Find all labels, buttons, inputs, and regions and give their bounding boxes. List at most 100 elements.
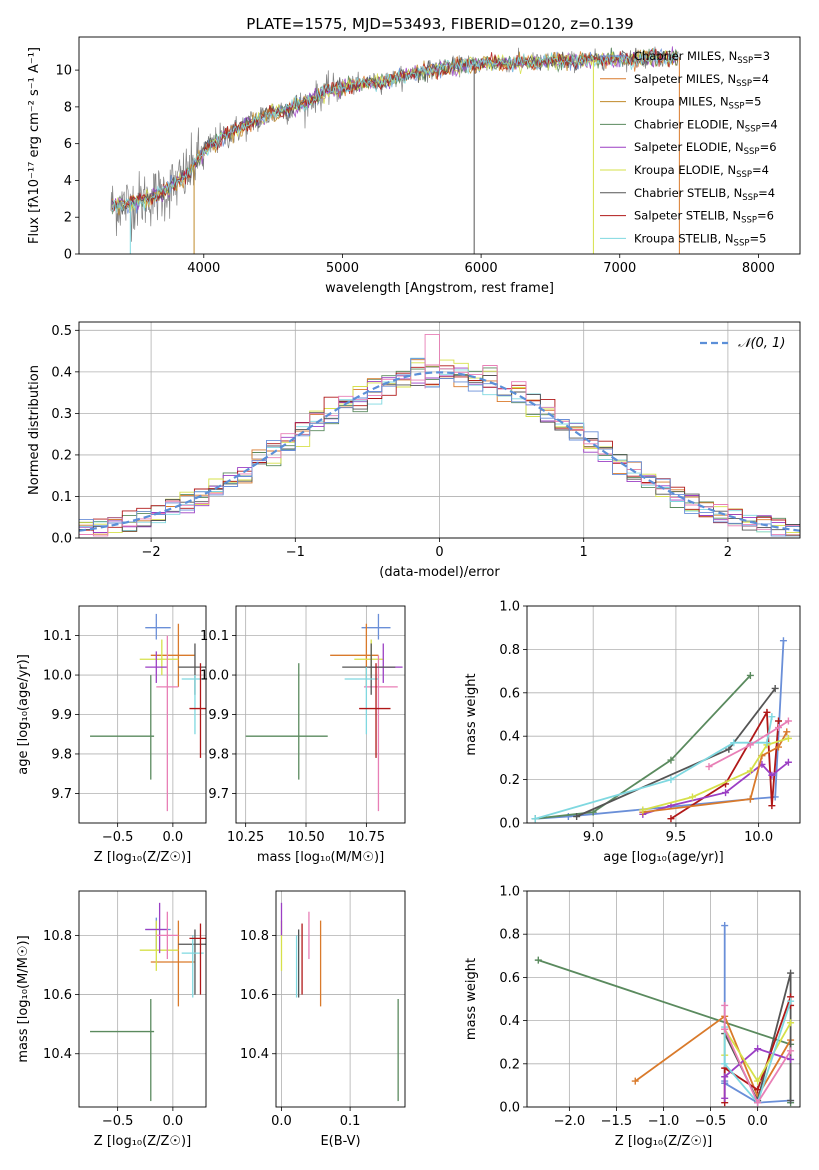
spectrum-legend: Chabrier MILES, NSSP=3 Salpeter MILES, NS… [600, 49, 778, 248]
y-tick-label: 0.2 [51, 448, 72, 463]
age_vs_mass-plot [245, 613, 403, 812]
series-point-marker [730, 739, 738, 747]
x-tick-label: −1.5 [601, 1114, 633, 1129]
y-axis-label: mass [log₁₀(M/M☉)] [16, 935, 31, 1062]
x-axis-label: mass [log₁₀(M/M☉)] [257, 850, 384, 865]
x-tick-label: 10.25 [227, 830, 264, 845]
series-point-marker [667, 815, 675, 823]
series-point-marker [631, 1077, 639, 1085]
x-tick-label: 9.5 [666, 830, 687, 845]
y-tick-label: 0.2 [499, 773, 520, 788]
model-spectrum-kroupa_elodie [112, 50, 679, 213]
legend-label: Salpeter STELIB, NSSP=6 [634, 209, 774, 226]
legend-tail: =4 [752, 72, 769, 86]
y-axis-label: Flux [fλ10⁻¹⁷ erg cm⁻² s⁻¹ A⁻¹] [27, 47, 42, 244]
series-point-marker [774, 717, 782, 725]
x-tick-label: 7000 [603, 261, 636, 276]
series-point-marker [722, 789, 730, 797]
axes-frame [78, 605, 207, 824]
series-point-marker [531, 815, 539, 823]
y-tick-label: 10.1 [200, 629, 229, 644]
series-point-marker [779, 637, 787, 645]
legend-subscript: SSP [736, 170, 752, 180]
y-tick-label: 9.7 [208, 787, 229, 802]
residual_hist-plot [79, 334, 800, 537]
y-tick-label: 0.4 [499, 1014, 520, 1029]
legend-label: 𝒩(0, 1) [738, 336, 785, 351]
y-tick-label: 0.0 [51, 532, 72, 547]
series-point-marker [768, 713, 776, 721]
series-point-marker [725, 745, 733, 753]
hist-peak-bin [424, 334, 440, 389]
y-tick-label: 0.5 [51, 324, 72, 339]
model-spectrum-kroupa_stelib [111, 47, 679, 214]
x-tick-label: −2 [142, 545, 161, 560]
y-axis-label: mass weight [464, 673, 479, 755]
y-tick-label: 1.0 [499, 600, 520, 615]
series-point-marker [754, 1045, 762, 1053]
y-tick-label: 9.7 [51, 787, 72, 802]
series-line-salpeter_miles [642, 731, 788, 813]
series-point-marker [705, 763, 713, 771]
series-line-pink [708, 720, 789, 768]
y-tick-label: 10.8 [43, 929, 72, 944]
legend-label: Chabrier STELIB, NSSP=4 [634, 186, 775, 203]
axes-frame [235, 605, 406, 824]
series-point-marker [746, 671, 754, 679]
x-tick-label: 0.1 [340, 1114, 361, 1129]
x-axis-label: Z [log₁₀(Z/Z☉)] [615, 1134, 712, 1149]
figure-title: PLATE=1575, MJD=53493, FIBERID=0120, z=0… [246, 15, 633, 33]
legend-tail: =3 [753, 49, 770, 63]
x-tick-label: 0 [435, 545, 443, 560]
massweight_vs_age-axes: 9.0 9.5 10.0 0.0 0.2 0.4 0.6 0.8 1.0 age [log₁₀(a… [464, 600, 801, 865]
y-axis-label: Normed distribution [27, 365, 42, 495]
series-line-pink [723, 1005, 792, 1105]
series-point-marker [639, 806, 647, 814]
x-tick-label: 2 [724, 545, 732, 560]
y-tick-label: 0.4 [499, 730, 520, 745]
series-point-marker [784, 734, 792, 742]
legend-label: Salpeter ELODIE, NSSP=6 [634, 140, 777, 157]
series-point-marker [763, 708, 771, 716]
series-point-marker [768, 802, 776, 810]
legend-tail: =6 [760, 140, 777, 154]
y-tick-label: 9.9 [51, 708, 72, 723]
series-point-marker [754, 1099, 762, 1107]
legend-subscript: SSP [737, 56, 753, 66]
y-tick-label: 0.8 [499, 643, 520, 658]
series-line-chabrier_elodie [535, 674, 752, 820]
series-line-kroupa_stelib [535, 716, 773, 820]
series-point-marker [721, 922, 729, 930]
y-tick-label: 0.2 [499, 1057, 520, 1072]
axes-frame [275, 890, 406, 1108]
series-point-marker [787, 997, 795, 1005]
series-point-marker [783, 728, 791, 736]
y-tick-label: 10.4 [240, 1047, 269, 1062]
mass_vs_Z-axes: −0.5 0.0 10.4 10.6 10.8 Z [log₁₀(Z/Z☉)] mass [… [16, 890, 207, 1149]
x-tick-label: 0.0 [271, 1114, 292, 1129]
normal-curve [79, 371, 800, 532]
legend-label: Kroupa ELODIE, NSSP=4 [634, 163, 769, 180]
y-axis-label: age [log₁₀(age/yr)] [16, 654, 31, 775]
axes-frame [526, 605, 801, 824]
series-point-marker [667, 756, 675, 764]
mass_vs_EBV-axes: 0.0 0.1 10.4 10.6 10.8 E(B-V) [240, 890, 406, 1149]
series-point-marker [787, 1097, 795, 1105]
y-tick-label: 9.8 [208, 747, 229, 762]
series-point-marker [534, 956, 542, 964]
mass_vs_Z-plot [90, 902, 206, 1102]
legend-tail: =4 [752, 163, 769, 177]
massweight_vs_Z-plot [534, 922, 795, 1107]
residual_hist-axes: −2 −1 0 1 2 0.0 0.1 0.2 0.3 0.4 0.5 (data-model)/er… [27, 321, 801, 580]
legend-subscript: SSP [729, 102, 745, 112]
series-point-marker [746, 767, 754, 775]
x-tick-label: 10.50 [287, 830, 324, 845]
axes-frame [526, 890, 801, 1108]
x-tick-label: −1 [286, 545, 305, 560]
legend-tail: =4 [758, 186, 775, 200]
x-tick-label: 8000 [742, 261, 775, 276]
x-axis-label: Z [log₁₀(Z/Z☉)] [94, 1134, 191, 1149]
legend-label: Chabrier ELODIE, NSSP=4 [634, 117, 778, 134]
axes-frame [78, 890, 207, 1108]
